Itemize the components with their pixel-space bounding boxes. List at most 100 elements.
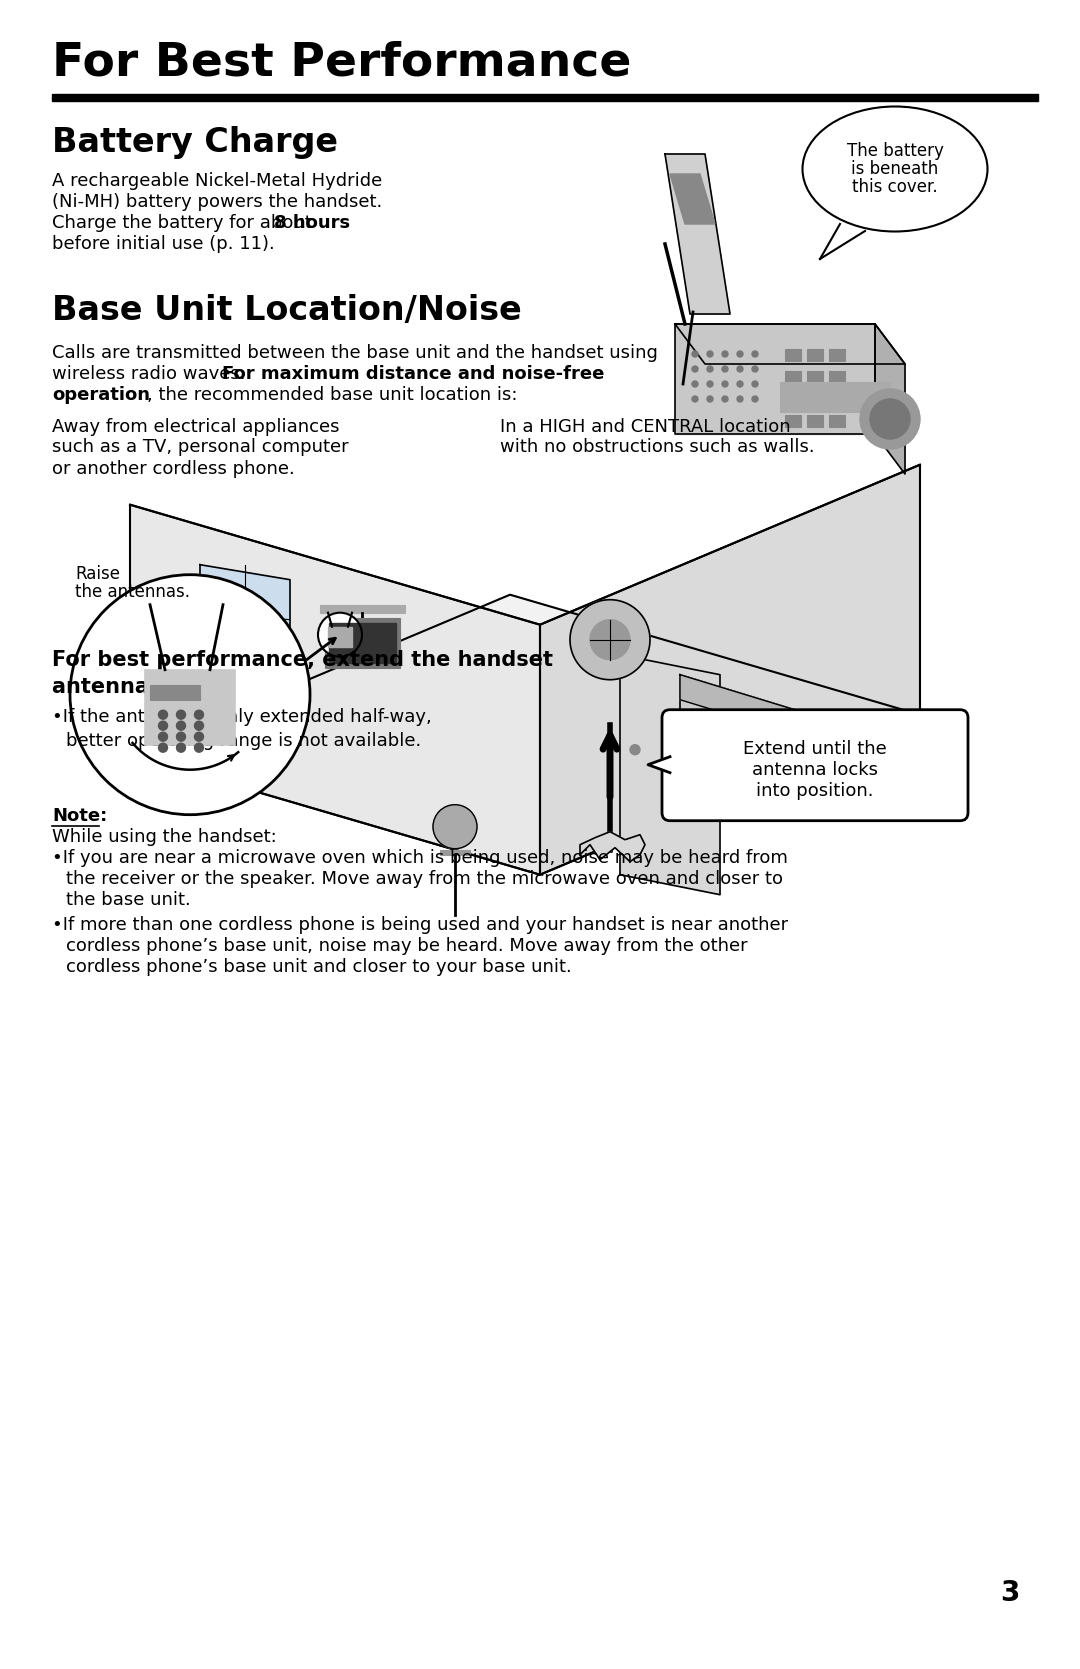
Circle shape <box>630 744 640 754</box>
Bar <box>807 349 823 361</box>
Text: The battery: The battery <box>847 142 944 160</box>
Bar <box>329 623 396 663</box>
Circle shape <box>737 396 743 402</box>
Circle shape <box>707 366 713 372</box>
Text: Base Unit Location/Noise: Base Unit Location/Noise <box>52 294 522 327</box>
Text: •If you are near a microwave oven which is being used, noise may be heard from: •If you are near a microwave oven which … <box>52 850 788 868</box>
Text: cordless phone’s base unit, noise may be heard. Move away from the other: cordless phone’s base unit, noise may be… <box>66 938 747 955</box>
Circle shape <box>194 733 203 741</box>
Text: 8 hours: 8 hours <box>274 214 350 232</box>
Text: Extend until the: Extend until the <box>743 739 887 758</box>
Circle shape <box>723 396 728 402</box>
Circle shape <box>692 381 698 387</box>
Bar <box>785 349 801 361</box>
Circle shape <box>707 381 713 387</box>
Circle shape <box>692 350 698 357</box>
Text: •If the antenna is only extended half-way,: •If the antenna is only extended half-wa… <box>52 709 432 726</box>
Circle shape <box>194 721 203 731</box>
Text: cordless phone’s base unit and closer to your base unit.: cordless phone’s base unit and closer to… <box>66 958 571 976</box>
Polygon shape <box>130 504 540 875</box>
Bar <box>807 392 823 406</box>
Circle shape <box>723 381 728 387</box>
Bar <box>145 669 235 744</box>
Circle shape <box>737 366 743 372</box>
Polygon shape <box>875 324 905 474</box>
Text: this cover.: this cover. <box>852 179 937 195</box>
Circle shape <box>159 721 167 731</box>
Text: , the recommended base unit location is:: , the recommended base unit location is: <box>147 386 517 404</box>
Text: the antennas.: the antennas. <box>75 582 190 601</box>
Polygon shape <box>675 324 905 364</box>
Circle shape <box>159 711 167 719</box>
Circle shape <box>176 743 186 753</box>
Text: is beneath: is beneath <box>851 160 939 179</box>
Text: Calls are transmitted between the base unit and the handset using: Calls are transmitted between the base u… <box>52 344 658 362</box>
Bar <box>829 371 845 382</box>
Circle shape <box>752 350 758 357</box>
Circle shape <box>752 366 758 372</box>
Text: In a HIGH and CENTRAL location: In a HIGH and CENTRAL location <box>500 417 791 436</box>
Circle shape <box>194 743 203 753</box>
Circle shape <box>176 733 186 741</box>
Circle shape <box>159 743 167 753</box>
Text: into position.: into position. <box>756 781 874 799</box>
Text: Charge the battery for about: Charge the battery for about <box>52 214 318 232</box>
Text: antenna locks: antenna locks <box>752 761 878 779</box>
Polygon shape <box>200 564 291 659</box>
Bar <box>807 371 823 382</box>
Text: While using the handset:: While using the handset: <box>52 828 276 846</box>
Text: Note:: Note: <box>52 808 107 824</box>
Text: A rechargeable Nickel-Metal Hydride: A rechargeable Nickel-Metal Hydride <box>52 172 382 190</box>
Bar <box>150 684 200 699</box>
Circle shape <box>159 733 167 741</box>
Circle shape <box>176 711 186 719</box>
Bar <box>785 416 801 427</box>
Text: For Best Performance: For Best Performance <box>52 42 632 87</box>
Bar <box>780 382 890 412</box>
Text: before initial use (p. 11).: before initial use (p. 11). <box>52 235 274 254</box>
Text: operation: operation <box>52 386 150 404</box>
Bar <box>328 626 352 646</box>
Bar <box>829 416 845 427</box>
Circle shape <box>737 381 743 387</box>
Circle shape <box>737 350 743 357</box>
Text: with no obstructions such as walls.: with no obstructions such as walls. <box>500 439 814 457</box>
Text: or another cordless phone.: or another cordless phone. <box>52 459 295 477</box>
Polygon shape <box>580 831 645 861</box>
Polygon shape <box>820 224 865 259</box>
Bar <box>807 416 823 427</box>
Polygon shape <box>648 756 670 773</box>
Circle shape <box>707 350 713 357</box>
Circle shape <box>870 399 910 439</box>
Circle shape <box>70 574 310 814</box>
Circle shape <box>194 711 203 719</box>
Circle shape <box>860 389 920 449</box>
Polygon shape <box>540 464 920 875</box>
FancyBboxPatch shape <box>662 709 968 821</box>
Circle shape <box>723 366 728 372</box>
Circle shape <box>692 396 698 402</box>
Text: such as a TV, personal computer: such as a TV, personal computer <box>52 439 349 457</box>
Text: better operating range is not available.: better operating range is not available. <box>66 731 421 749</box>
Circle shape <box>723 350 728 357</box>
Text: For maximum distance and noise-free: For maximum distance and noise-free <box>222 366 605 382</box>
Circle shape <box>590 619 630 659</box>
Text: wireless radio waves.: wireless radio waves. <box>52 366 252 382</box>
Polygon shape <box>680 674 860 754</box>
Polygon shape <box>670 174 715 224</box>
Circle shape <box>318 613 362 656</box>
Bar <box>52 93 1038 102</box>
Text: For best performance, extend the handset: For best performance, extend the handset <box>52 649 553 669</box>
Text: 3: 3 <box>1001 1579 1020 1607</box>
Text: antenna fully.: antenna fully. <box>52 678 214 698</box>
Bar <box>325 618 400 668</box>
Bar <box>829 349 845 361</box>
Text: the receiver or the speaker. Move away from the microwave oven and closer to: the receiver or the speaker. Move away f… <box>66 870 783 888</box>
Circle shape <box>752 396 758 402</box>
Circle shape <box>707 396 713 402</box>
Ellipse shape <box>802 107 987 232</box>
Text: the base unit.: the base unit. <box>66 891 191 910</box>
Circle shape <box>176 721 186 731</box>
Circle shape <box>752 381 758 387</box>
Bar <box>829 392 845 406</box>
